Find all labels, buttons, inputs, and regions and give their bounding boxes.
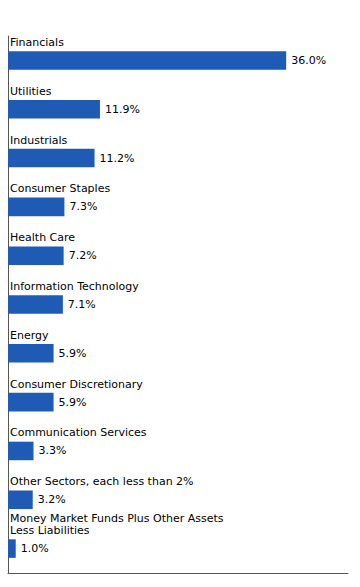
svg-text:Energy: Energy [10, 329, 49, 342]
svg-text:Financials: Financials [10, 36, 64, 49]
svg-text:5.9%: 5.9% [59, 396, 87, 409]
svg-text:Utilities: Utilities [10, 85, 52, 98]
svg-text:7.2%: 7.2% [69, 249, 97, 262]
svg-text:7.1%: 7.1% [68, 298, 96, 311]
svg-text:3.2%: 3.2% [38, 493, 66, 506]
svg-text:7.3%: 7.3% [69, 200, 97, 213]
svg-text:3.3%: 3.3% [39, 444, 67, 457]
svg-text:Less Liabilities: Less Liabilities [10, 524, 90, 537]
svg-text:Industrials: Industrials [10, 134, 68, 147]
svg-text:36.0%: 36.0% [291, 54, 326, 67]
svg-text:Consumer Staples: Consumer Staples [10, 182, 110, 195]
svg-text:Communication Services: Communication Services [10, 426, 147, 439]
svg-text:5.9%: 5.9% [59, 347, 87, 360]
svg-text:1.0%: 1.0% [21, 542, 49, 555]
svg-text:Consumer Discretionary: Consumer Discretionary [10, 378, 143, 391]
svg-text:Other Sectors, each less than: Other Sectors, each less than 2% [10, 475, 194, 488]
svg-text:11.2%: 11.2% [100, 152, 135, 165]
svg-text:11.9%: 11.9% [105, 103, 140, 116]
svg-text:Money Market Funds Plus Other: Money Market Funds Plus Other Assets [10, 512, 224, 526]
svg-text:Information Technology: Information Technology [10, 280, 139, 293]
svg-text:Health Care: Health Care [10, 231, 75, 244]
